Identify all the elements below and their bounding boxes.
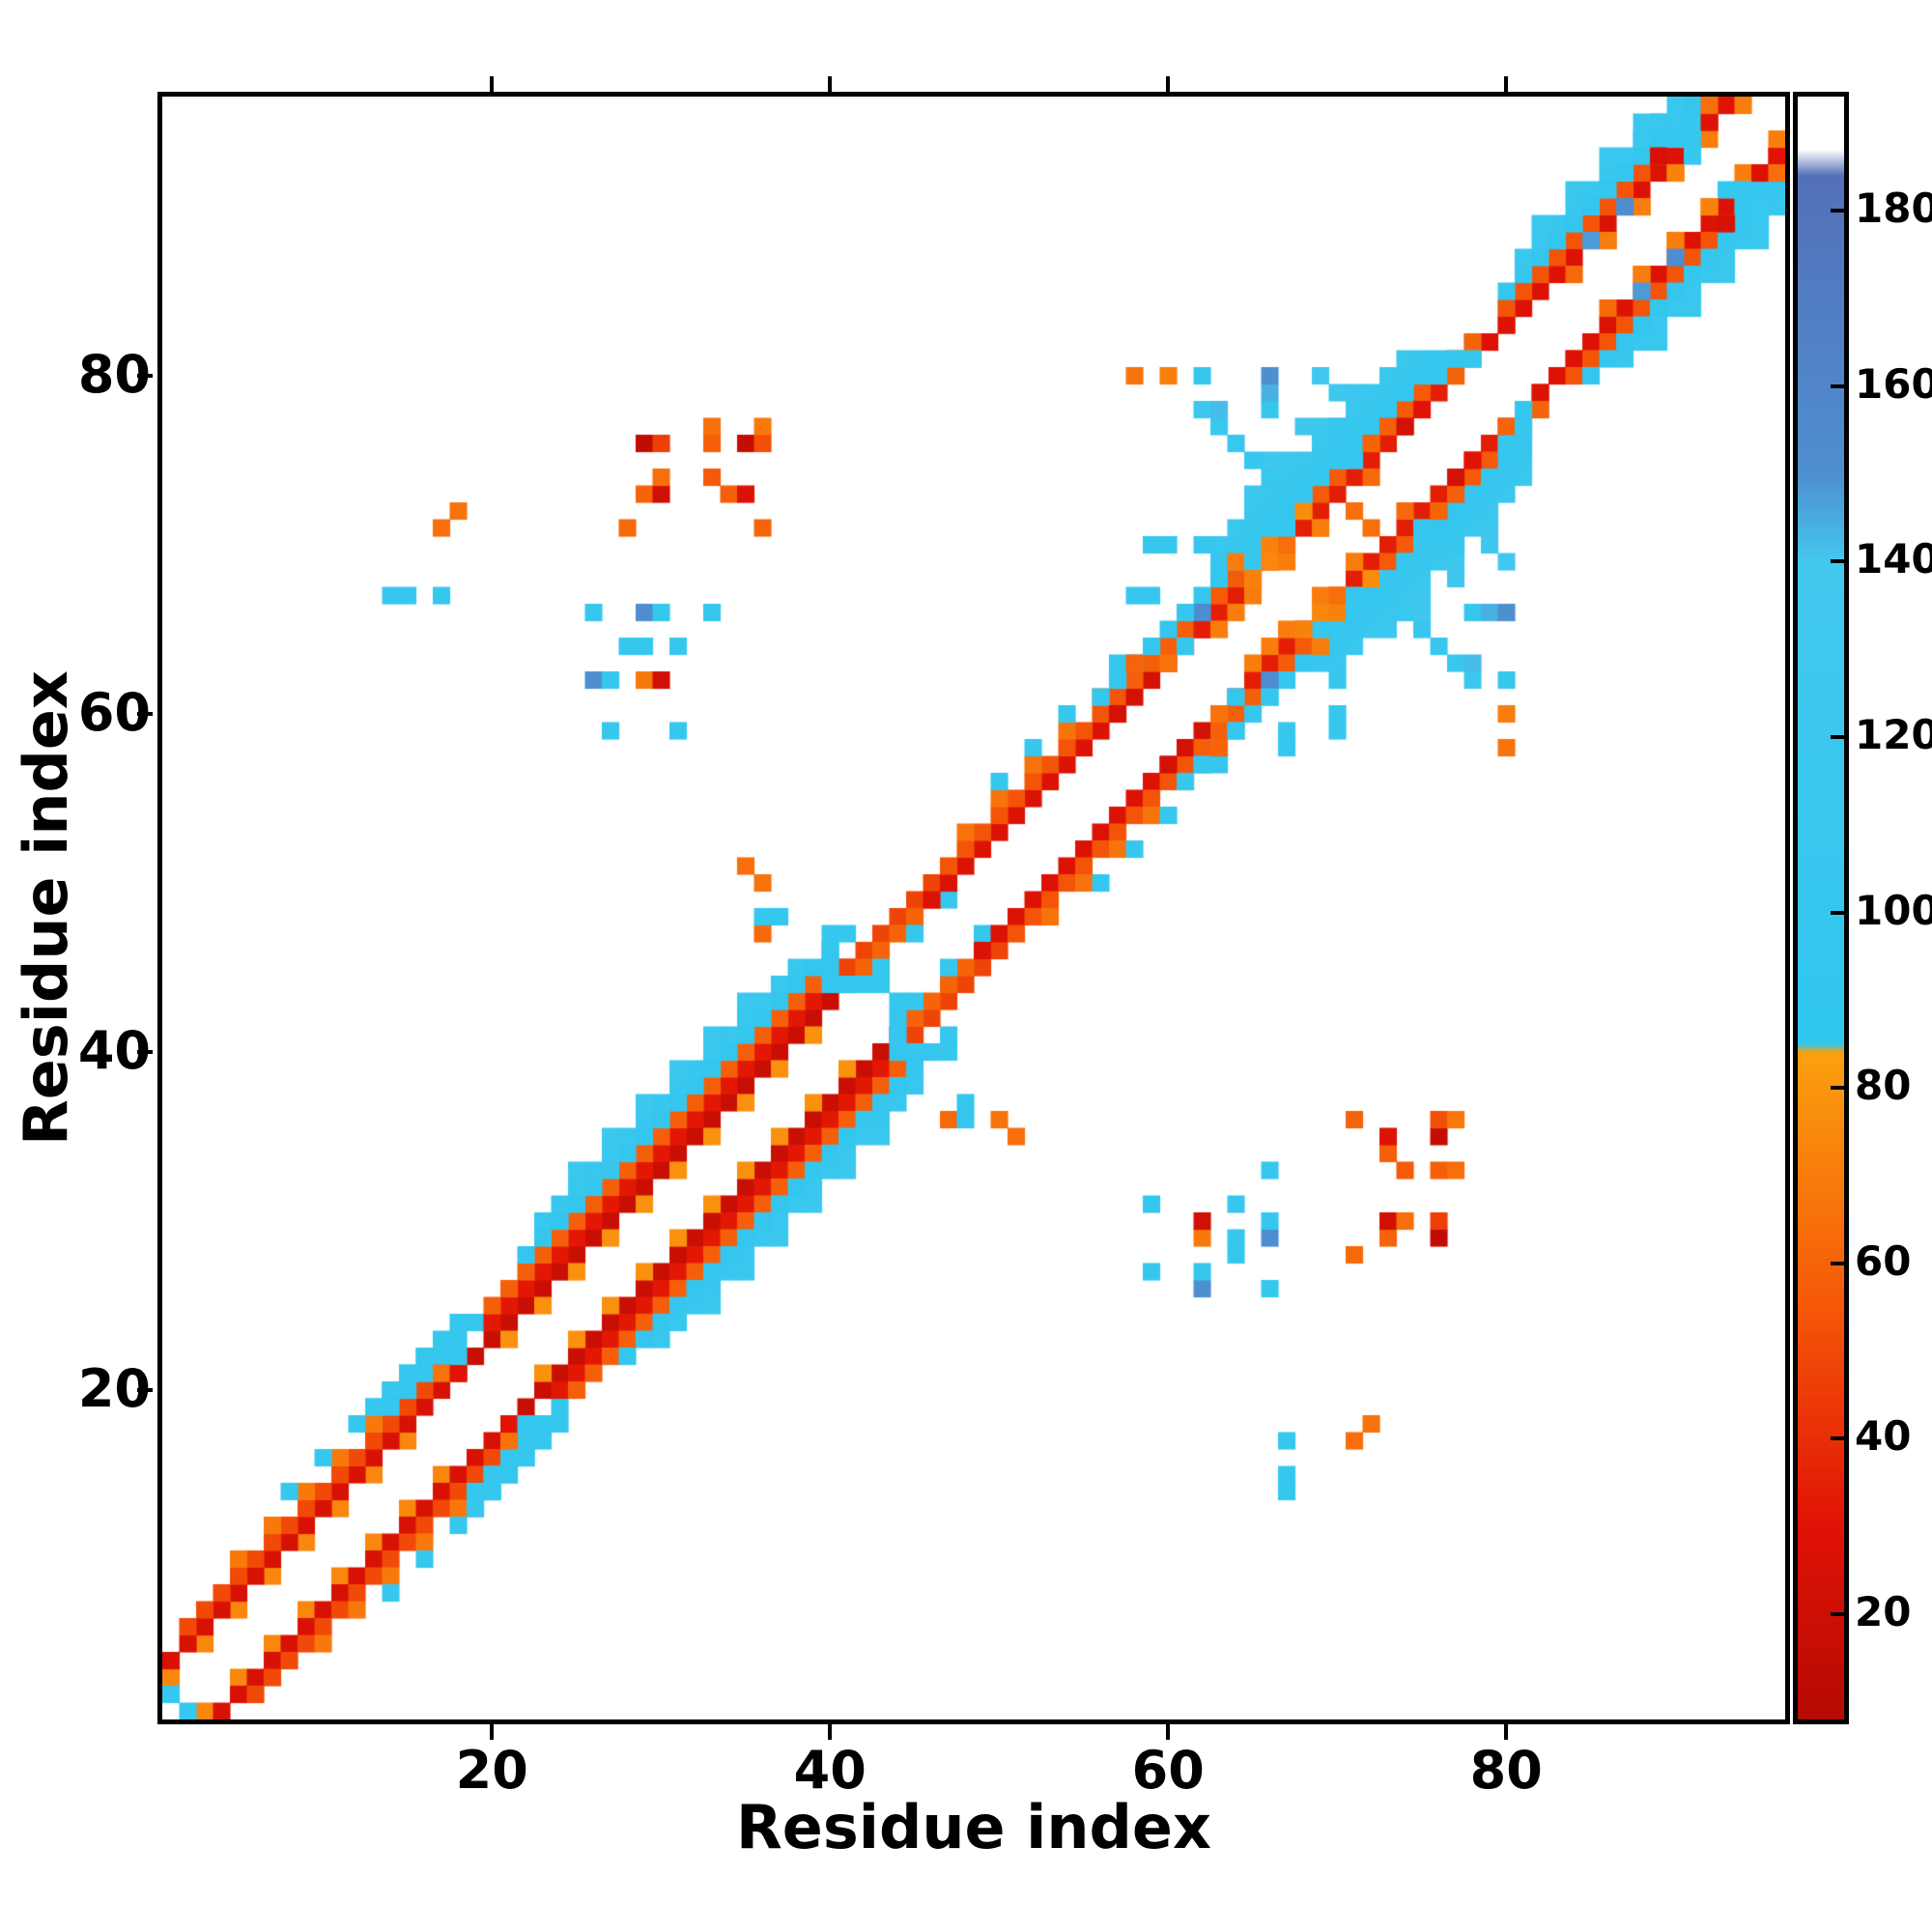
colorbar-tick-label: 80 [1855, 1062, 1912, 1110]
y-tick-mark-left [137, 1387, 153, 1392]
colorbar-tick-mark [1831, 734, 1844, 739]
x-tick-label: 40 [793, 1740, 867, 1801]
colorbar-tick-mark [1831, 1612, 1844, 1617]
y-tick-label: 60 [77, 681, 151, 743]
y-tick-label: 80 [77, 343, 151, 405]
colorbar-tick-label: 180 [1855, 185, 1932, 233]
x-tick-mark-top [490, 76, 495, 92]
x-tick-label: 60 [1131, 1740, 1205, 1801]
x-tick-mark-top [828, 76, 833, 92]
x-tick-mark-top [1504, 76, 1509, 92]
x-tick-mark-bottom [490, 1724, 495, 1740]
colorbar-tick-mark [1831, 559, 1844, 564]
colorbar-tick-label: 60 [1855, 1236, 1912, 1285]
colorbar-tick-mark [1831, 1086, 1844, 1091]
colorbar-tick-label: 100 [1855, 886, 1932, 934]
colorbar-frame [1793, 92, 1849, 1724]
x-tick-mark-bottom [1166, 1724, 1171, 1740]
heatmap-canvas [162, 97, 1785, 1719]
y-axis-label: Residue index [11, 670, 81, 1146]
colorbar-tick-mark [1831, 1261, 1844, 1265]
colorbar-tick-mark [1831, 209, 1844, 213]
colorbar-tick-mark [1831, 384, 1844, 388]
y-tick-mark-left [137, 373, 153, 378]
colorbar-tick-label: 160 [1855, 359, 1932, 408]
x-axis-label: Residue index [736, 1792, 1211, 1862]
x-tick-label: 20 [455, 1740, 528, 1801]
y-tick-mark-left [137, 711, 153, 716]
y-tick-label: 20 [77, 1357, 151, 1419]
colorbar-tick-label: 20 [1855, 1588, 1912, 1636]
colorbar-canvas [1798, 97, 1844, 1719]
x-tick-mark-bottom [828, 1724, 833, 1740]
colorbar-tick-mark [1831, 1436, 1844, 1441]
x-tick-mark-top [1166, 76, 1171, 92]
colorbar-tick-label: 120 [1855, 710, 1932, 758]
colorbar-tick-label: 40 [1855, 1412, 1912, 1461]
colorbar-tick-mark [1831, 910, 1844, 915]
plot-frame [157, 92, 1790, 1724]
x-tick-label: 80 [1469, 1740, 1543, 1801]
y-tick-label: 40 [77, 1019, 151, 1081]
colorbar-tick-label: 140 [1855, 535, 1932, 583]
x-tick-mark-bottom [1504, 1724, 1509, 1740]
y-tick-mark-left [137, 1049, 153, 1054]
